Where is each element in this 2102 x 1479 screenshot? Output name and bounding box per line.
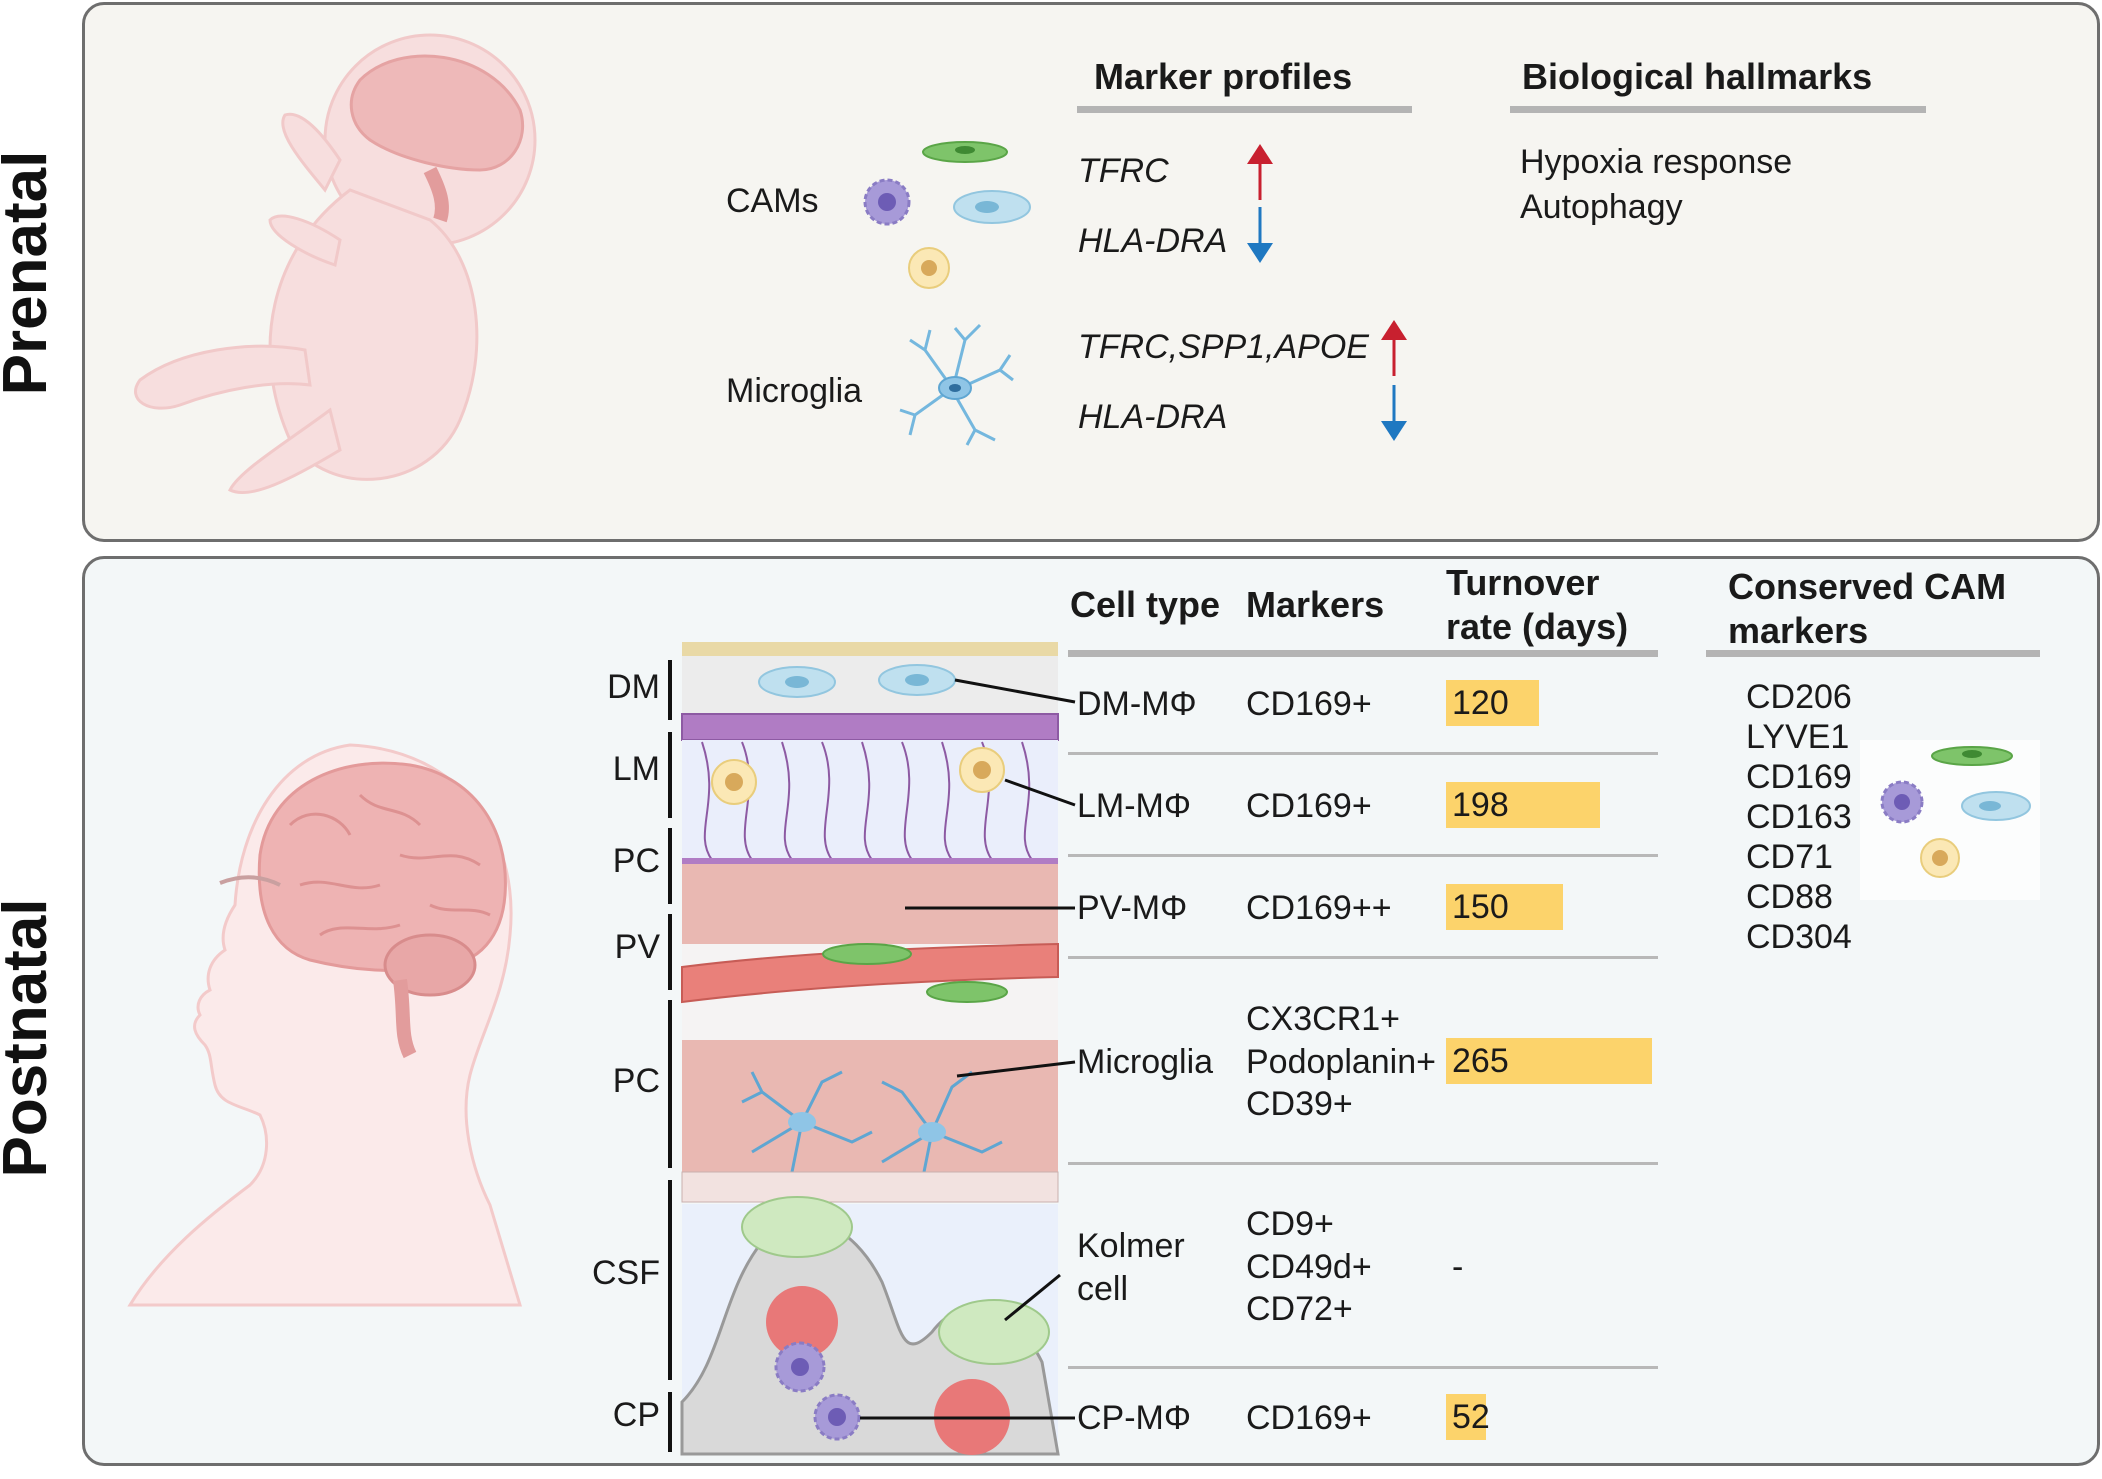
- layer-label-csf: CSF: [592, 1254, 660, 1292]
- layer-label-pc-1: PC: [612, 842, 660, 880]
- biological-hallmarks-underline: [1510, 106, 1926, 113]
- row-cell-dm-macrophage: DM-MΦ: [1077, 685, 1197, 723]
- table-header-underline: [1068, 650, 1658, 657]
- row-separator: [1068, 1162, 1658, 1165]
- turnover-header-line2: rate (days): [1446, 606, 1629, 647]
- marker-profiles-header: Marker profiles: [1094, 56, 1353, 97]
- row-cell-microglia: Microglia: [1077, 1043, 1214, 1081]
- row-markers-kolmer-1: CD9+: [1246, 1205, 1334, 1243]
- row-markers-dm: CD169+: [1246, 685, 1372, 723]
- conserved-header-line1: Conserved CAM: [1728, 566, 2007, 607]
- fetus-illustration: [134, 33, 537, 495]
- turnover-value-dm: 120: [1452, 684, 1509, 722]
- hallmark-autophagy: Autophagy: [1520, 188, 1683, 226]
- layer-bracket-cp: [668, 1392, 672, 1452]
- microglia-down-markers: HLA-DRA: [1078, 398, 1228, 436]
- layer-label-pv: PV: [614, 928, 660, 966]
- layer-label-cp: CP: [612, 1396, 660, 1434]
- layer-bracket-pv: [668, 914, 672, 990]
- layer-bracket-lm: [668, 732, 672, 818]
- row-separator: [1068, 752, 1658, 755]
- prenatal-microglia-icon: [899, 323, 1014, 446]
- turnover-bar-microglia: 265: [1446, 1038, 1652, 1084]
- row-markers-lm: CD169+: [1246, 787, 1372, 825]
- conserved-marker: CD169: [1746, 758, 1852, 796]
- layer-label-dm: DM: [607, 668, 660, 706]
- turnover-value-pv: 150: [1452, 888, 1509, 926]
- row-markers-kolmer-3: CD72+: [1246, 1290, 1353, 1328]
- cams-up-arrow-icon: [1247, 144, 1273, 200]
- layer-bracket-pc-1: [668, 828, 672, 904]
- meninges-schematic: [680, 642, 1060, 1456]
- turnover-value-microglia: 265: [1452, 1042, 1509, 1080]
- turnover-bar-dm: 120: [1446, 680, 1539, 726]
- row-cell-pv-macrophage: PV-MΦ: [1077, 889, 1188, 927]
- layer-bracket-pc-2: [668, 1000, 672, 1168]
- cams-up-markers: TFRC: [1078, 152, 1169, 190]
- conserved-marker: CD304: [1746, 918, 1852, 956]
- microglia-up-arrow-icon: [1381, 320, 1407, 376]
- turnover-value-lm: 198: [1452, 786, 1509, 824]
- turnover-header-line1: Turnover: [1446, 562, 1600, 603]
- row-separator: [1068, 854, 1658, 857]
- row-markers-kolmer-2: CD49d+: [1246, 1248, 1372, 1286]
- layer-bracket-csf: [668, 1180, 672, 1380]
- row-cell-cp-macrophage: CP-MΦ: [1077, 1399, 1192, 1437]
- conserved-header-underline: [1706, 650, 2040, 657]
- hallmark-hypoxia: Hypoxia response: [1520, 143, 1793, 181]
- cam-cells-icon: [863, 141, 1031, 289]
- microglia-down-arrow-icon: [1381, 385, 1407, 441]
- biological-hallmarks-header: Biological hallmarks: [1522, 56, 1873, 97]
- conserved-marker: CD163: [1746, 798, 1852, 836]
- layer-label-lm: LM: [612, 750, 660, 788]
- conserved-marker: LYVE1: [1746, 718, 1850, 756]
- cams-down-arrow-icon: [1247, 207, 1273, 263]
- row-separator: [1068, 956, 1658, 959]
- conserved-header-line2: markers: [1728, 610, 1869, 651]
- cell-type-header: Cell type: [1070, 584, 1221, 625]
- conserved-marker: CD88: [1746, 878, 1833, 916]
- prenatal-cams-label: CAMs: [726, 182, 819, 220]
- turnover-bar-lm: 198: [1446, 782, 1600, 828]
- row-markers-cp: CD169+: [1246, 1399, 1372, 1437]
- turnover-bar-cp: 52: [1446, 1394, 1490, 1440]
- microglia-up-markers: TFRC,SPP1,APOE: [1078, 328, 1369, 366]
- layer-label-pc-2: PC: [612, 1062, 660, 1100]
- row-markers-pv: CD169++: [1246, 889, 1392, 927]
- conserved-marker: CD206: [1746, 678, 1852, 716]
- row-cell-kolmer-2: cell: [1077, 1270, 1129, 1308]
- row-markers-microglia-1: CX3CR1+: [1246, 1000, 1401, 1038]
- conserved-marker: CD71: [1746, 838, 1833, 876]
- row-markers-microglia-2: Podoplanin+: [1246, 1043, 1437, 1081]
- row-markers-microglia-3: CD39+: [1246, 1085, 1353, 1123]
- prenatal-microglia-label: Microglia: [726, 372, 863, 410]
- turnover-bar-pv: 150: [1446, 884, 1563, 930]
- markers-header: Markers: [1246, 584, 1385, 625]
- layer-bracket-dm: [668, 660, 672, 720]
- row-cell-kolmer-1: Kolmer: [1077, 1227, 1185, 1265]
- turnover-value-kolmer: -: [1452, 1248, 1464, 1286]
- conserved-cam-cells-icon: [1860, 740, 2040, 900]
- cams-down-markers: HLA-DRA: [1078, 222, 1228, 260]
- row-separator: [1068, 1366, 1658, 1369]
- head-illustration: [127, 743, 523, 1307]
- turnover-value-cp: 52: [1452, 1398, 1490, 1436]
- row-cell-lm-macrophage: LM-MΦ: [1077, 787, 1192, 825]
- marker-profiles-underline: [1077, 106, 1412, 113]
